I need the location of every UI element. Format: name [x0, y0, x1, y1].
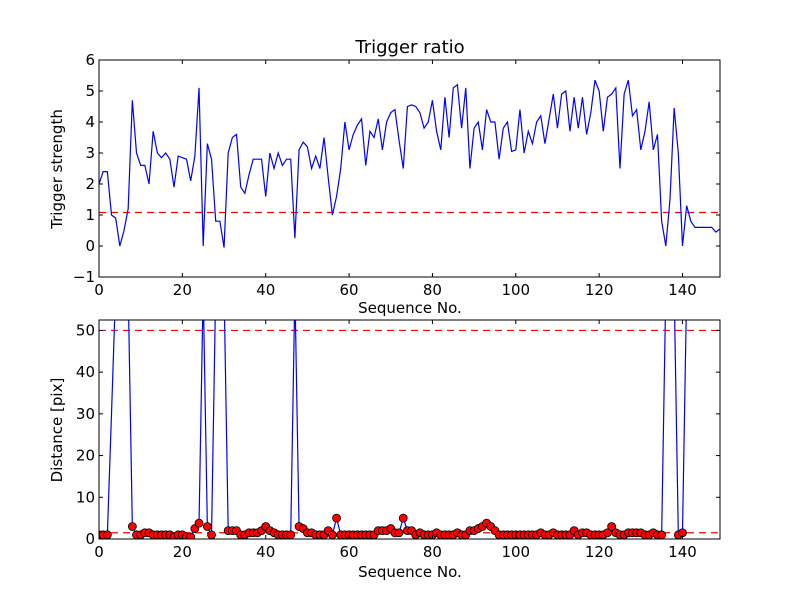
bottom-data-point — [394, 528, 404, 538]
top-y-tick-label: −1 — [73, 268, 95, 286]
bottom-y-tick-label: 10 — [76, 488, 95, 506]
top-x-tick-label: 140 — [668, 281, 697, 299]
bottom-x-tick-label: 120 — [585, 543, 614, 561]
top-axes-frame — [98, 59, 721, 278]
top-y-axis-label: Trigger strength — [48, 109, 66, 230]
top-series-group — [99, 79, 720, 248]
bottom-plot-area: 0 20 40 60 80 100 120 140 0 10 20 30 40 50 — [76, 319, 721, 561]
top-x-tick-label: 80 — [423, 281, 442, 299]
top-x-axis-label: Sequence No. — [358, 299, 462, 317]
bottom-data-point — [202, 522, 212, 531]
bottom-data-point — [186, 532, 196, 539]
bottom-y-tick-label: 40 — [76, 363, 95, 381]
bottom-x-tick-label: 40 — [256, 543, 275, 561]
bottom-y-tick-label: 50 — [76, 321, 95, 339]
bottom-data-point — [102, 530, 112, 539]
bottom-y-tick-label: 0 — [85, 530, 95, 548]
bottom-series-group — [99, 320, 720, 539]
bottom-data-point — [194, 518, 204, 528]
bottom-x-axis-label: Sequence No. — [358, 563, 462, 581]
top-x-tick-label: 60 — [340, 281, 359, 299]
top-y-tick-label: 0 — [85, 237, 95, 255]
bottom-y-tick-label: 30 — [76, 405, 95, 423]
top-x-tick-label: 100 — [501, 281, 530, 299]
bottom-x-tick-label: 140 — [668, 543, 697, 561]
bottom-data-point — [657, 530, 667, 539]
bottom-data-point — [207, 530, 216, 539]
top-y-tick-label: 1 — [85, 206, 95, 224]
top-y-tick-label: 2 — [85, 175, 95, 193]
top-x-tick-label: 40 — [256, 281, 275, 299]
top-x-tick-label: 0 — [94, 281, 104, 299]
top-chart-title: Trigger ratio — [354, 37, 464, 58]
top-series-line — [99, 79, 720, 248]
bottom-x-tick-label: 60 — [340, 543, 359, 561]
bottom-x-tick-label: 100 — [501, 543, 530, 561]
bottom-axes-frame — [98, 319, 721, 540]
bottom-y-tick-label: 20 — [76, 447, 95, 465]
bottom-x-tick-label: 0 — [94, 543, 104, 561]
top-x-tick-label: 20 — [173, 281, 192, 299]
top-x-tick-label: 120 — [585, 281, 614, 299]
bottom-y-axis-label: Distance [pix] — [48, 378, 66, 483]
top-y-tick-label: 5 — [85, 82, 95, 100]
bottom-x-tick-label: 20 — [173, 543, 192, 561]
top-y-tick-label: 6 — [85, 51, 95, 69]
bottom-data-point — [398, 513, 408, 523]
bottom-data-point — [327, 530, 337, 539]
bottom-data-point — [607, 522, 617, 531]
bottom-data-point — [127, 522, 137, 531]
top-y-tick-label: 4 — [85, 113, 95, 131]
bottom-x-tick-label: 80 — [423, 543, 442, 561]
bottom-data-point — [332, 513, 341, 523]
top-y-tick-label: 3 — [85, 144, 95, 162]
bottom-data-point — [286, 530, 296, 539]
